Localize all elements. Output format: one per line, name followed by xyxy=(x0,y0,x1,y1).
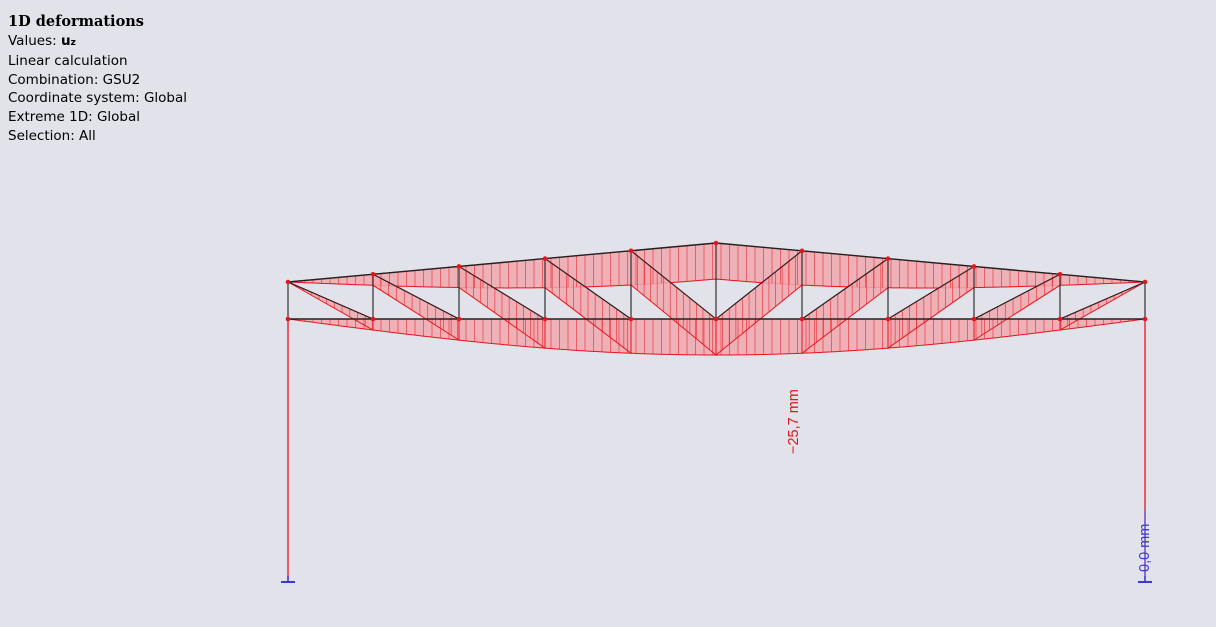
web-member xyxy=(973,273,1061,320)
truss-node xyxy=(285,316,291,322)
truss-node xyxy=(799,316,805,322)
truss-node xyxy=(971,316,977,322)
truss-node xyxy=(456,316,462,322)
truss-members xyxy=(287,242,1146,581)
values-line: Values: uz xyxy=(8,32,187,53)
result-info-panel: 1D deformations Values: uz Linear calcul… xyxy=(8,13,187,145)
truss-node xyxy=(713,240,719,246)
max-deflection-label: −25,7 mm xyxy=(786,389,802,454)
extreme-line: Extreme 1D: Global xyxy=(8,108,141,125)
truss-node xyxy=(1142,316,1148,322)
support-deflection-label: 0,0 mm xyxy=(1137,524,1153,572)
truss-node xyxy=(1142,279,1148,285)
result-title: 1D deformations xyxy=(8,13,144,30)
left-support xyxy=(281,576,295,583)
truss-node xyxy=(628,316,634,322)
deformation-hatching xyxy=(295,243,1138,355)
truss-node xyxy=(971,264,977,269)
truss-node xyxy=(1057,271,1063,277)
web-member xyxy=(458,265,546,320)
truss-node xyxy=(542,316,548,322)
truss-node xyxy=(285,279,291,285)
web-member xyxy=(801,258,889,320)
web-member xyxy=(887,265,975,320)
truss-node xyxy=(1057,316,1063,322)
values-label: Values: xyxy=(8,32,61,49)
web-member xyxy=(715,250,803,320)
truss-node xyxy=(885,256,891,261)
truss-node xyxy=(799,248,805,254)
truss-node xyxy=(885,316,891,322)
truss-node xyxy=(713,316,719,322)
selection-line: Selection: All xyxy=(8,127,96,144)
truss-nodes xyxy=(285,240,1148,322)
truss-node xyxy=(370,316,376,322)
values-subscript: z xyxy=(70,37,76,48)
truss-node xyxy=(542,256,548,261)
values-symbol: u xyxy=(60,32,71,49)
calculation-type: Linear calculation xyxy=(8,53,128,70)
truss-node xyxy=(456,264,462,269)
web-member xyxy=(372,273,460,320)
web-member xyxy=(287,281,374,320)
supports xyxy=(281,510,1152,583)
combination-line: Combination: GSU2 xyxy=(8,71,141,88)
truss-node xyxy=(628,248,634,254)
web-member xyxy=(630,250,717,320)
coordinate-system-line: Coordinate system: Global xyxy=(8,90,188,107)
web-member xyxy=(1059,281,1146,320)
web-member xyxy=(544,258,632,320)
truss-node xyxy=(370,271,376,277)
